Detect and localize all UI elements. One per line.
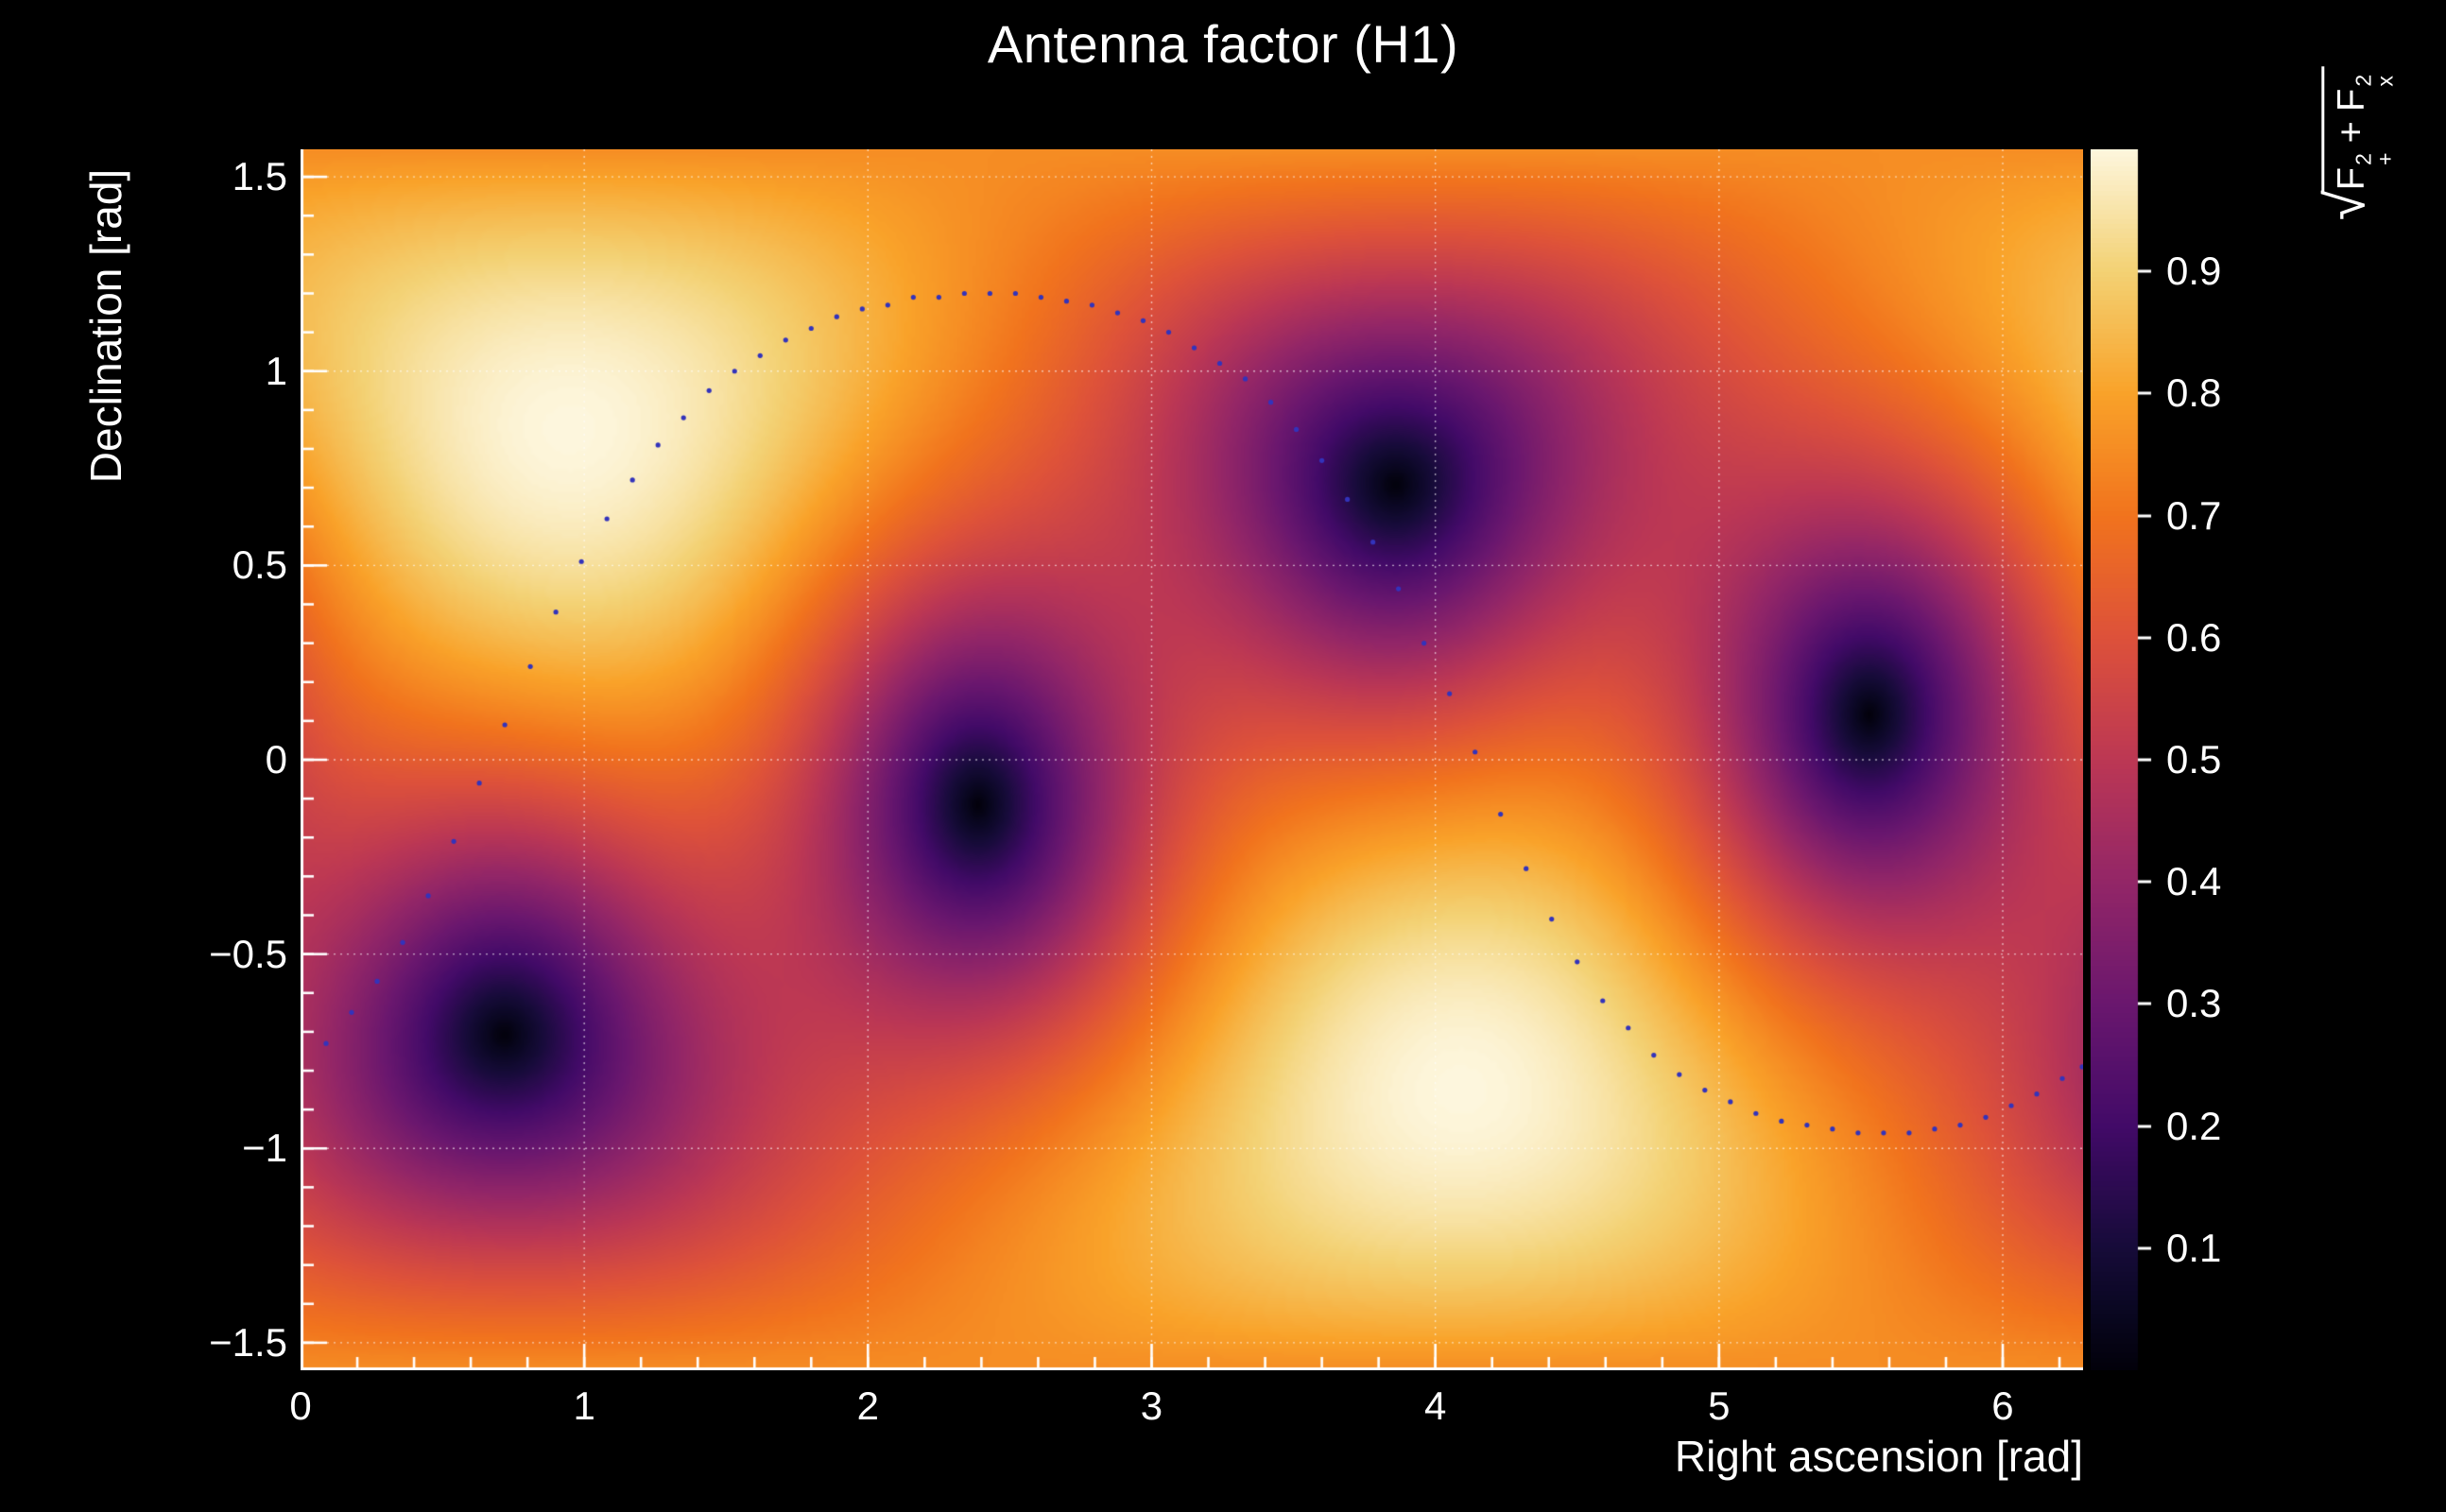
- x-tick-label: 0: [289, 1383, 312, 1428]
- plus-subscript: +: [2372, 152, 2398, 165]
- x-tick-label: 6: [1991, 1383, 2014, 1428]
- sqrt-symbol: √: [2315, 190, 2377, 221]
- y-tick-label: −0.5: [209, 931, 287, 976]
- colorbar-tick-label: 0.8: [2166, 370, 2222, 416]
- x-tick-label: 2: [856, 1383, 879, 1428]
- colorbar-title: √ F 2 + + F 2 x: [2315, 66, 2398, 221]
- colorbar-tick-label: 0.7: [2166, 492, 2222, 538]
- colorbar-tick-label: 0.1: [2166, 1225, 2222, 1270]
- y-axis-title: Declination [rad]: [81, 168, 130, 484]
- x-tick-label: 3: [1140, 1383, 1163, 1428]
- x-axis-title: Right ascension [rad]: [1674, 1432, 2083, 1481]
- y-tick-label: 0: [265, 737, 287, 782]
- chart-title: Antenna factor (H1): [987, 14, 1459, 74]
- plus-sign: +: [2330, 121, 2372, 144]
- colorbar-tick-label: 0.3: [2166, 981, 2222, 1026]
- colorbar-tick-label: 0.6: [2166, 614, 2222, 660]
- f-plus-term: F 2 +: [2330, 152, 2397, 191]
- f-symbol: F: [2330, 88, 2372, 112]
- plot-area: [301, 149, 2083, 1370]
- x-tick-label: 5: [1708, 1383, 1731, 1428]
- exponent: 2: [2351, 74, 2376, 87]
- x-tick-label: 4: [1423, 1383, 1447, 1428]
- cross-subscript: x: [2372, 76, 2398, 87]
- colorbar-tick-label: 0.4: [2166, 859, 2222, 904]
- y-tick-label: −1.5: [209, 1319, 287, 1365]
- y-tick-label: −1: [242, 1125, 287, 1171]
- f-symbol: F: [2330, 166, 2372, 191]
- colorbar-tick-label: 0.5: [2166, 737, 2222, 782]
- x-tick-label: 1: [573, 1383, 595, 1428]
- colorbar-tick-label: 0.9: [2166, 249, 2222, 294]
- colorbar-tick-label: 0.2: [2166, 1103, 2222, 1148]
- y-tick-label: 0.5: [232, 542, 287, 588]
- heatmap-canvas: [301, 149, 2083, 1370]
- exponent: 2: [2351, 153, 2376, 165]
- colorbar: [2091, 149, 2157, 1370]
- radicand: F 2 + + F 2 x: [2321, 66, 2398, 195]
